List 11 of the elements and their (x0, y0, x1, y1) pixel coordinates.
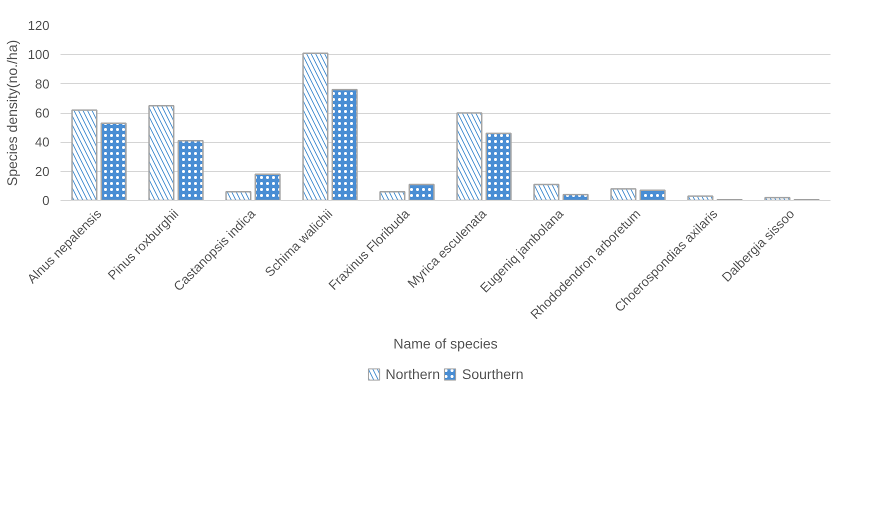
y-tick-label: 120 (28, 18, 50, 33)
y-tick-label: 80 (35, 76, 50, 92)
y-tick-label: 20 (35, 164, 50, 179)
y-tick-label: 60 (35, 106, 50, 120)
y-tick-label: 100 (28, 47, 50, 62)
legend-label: Sourthern (462, 366, 524, 382)
x-axis-title: Name of species (393, 335, 498, 352)
y-tick-label: 0 (42, 193, 50, 208)
y-axis-title: Species density(no./ha) (4, 40, 20, 186)
y-tick-label: 40 (35, 134, 50, 150)
legend-label: Northern (386, 366, 440, 382)
